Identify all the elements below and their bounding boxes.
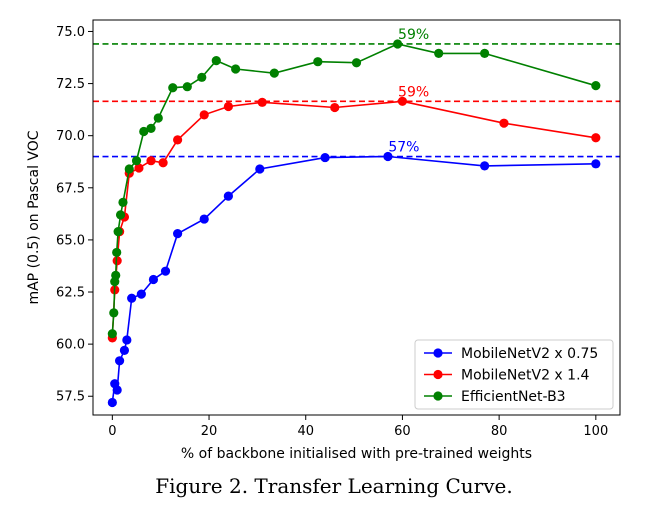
reference-lines: 57% 59% 59% [93, 27, 620, 158]
data-point [112, 385, 122, 395]
data-point [211, 56, 221, 66]
data-point [113, 226, 123, 237]
series-mobilenetv2-x-1-4 [107, 96, 601, 343]
x-tick-label: 20 [201, 424, 218, 439]
data-point [112, 256, 122, 266]
data-point [397, 96, 408, 106]
data-point [118, 197, 128, 207]
data-point [111, 270, 121, 280]
x-axis-label: % of backbone initialised with pre-train… [181, 446, 532, 462]
data-point [591, 133, 601, 143]
data-point [199, 214, 209, 224]
legend-marker [433, 369, 443, 380]
data-point [591, 159, 601, 169]
data-point [146, 123, 156, 133]
data-point [392, 39, 403, 49]
y-tick-label: 75.0 [56, 25, 85, 40]
legend: MobileNetV2 x 0.75 MobileNetV2 x 1.4 Effic… [414, 339, 614, 410]
figure-caption: Figure 2. Transfer Learning Curve. [155, 474, 513, 498]
data-point [173, 229, 183, 239]
series-layer [107, 39, 601, 408]
data-point [269, 68, 279, 78]
data-point [148, 274, 159, 285]
y-tick-label: 67.5 [56, 181, 85, 196]
x-tick-label: 40 [297, 424, 314, 439]
legend-box [414, 339, 614, 410]
legend-marker [433, 391, 443, 401]
data-point [480, 48, 490, 58]
data-point [136, 289, 146, 299]
data-point [591, 81, 601, 91]
legend-item: MobileNetV2 x 1.4 [424, 368, 590, 384]
data-point [112, 247, 122, 258]
data-point [223, 191, 233, 201]
data-point [313, 57, 323, 67]
data-point [131, 156, 142, 166]
data-point [173, 135, 183, 145]
data-point [119, 345, 130, 355]
data-point [134, 163, 144, 173]
reference-line-label: 57% [388, 140, 419, 156]
data-point [330, 102, 340, 113]
x-tick-label: 60 [394, 424, 411, 439]
data-point [199, 110, 209, 120]
data-point [255, 164, 265, 174]
reference-line-label: 59% [398, 27, 429, 43]
legend-label: EfficientNet-B3 [461, 389, 566, 405]
data-point [480, 161, 490, 171]
y-tick-label: 65.0 [56, 233, 85, 248]
x-tick-label: 100 [583, 424, 608, 439]
y-tick-label: 60.0 [56, 338, 85, 353]
data-point [351, 58, 362, 68]
data-point [160, 266, 171, 276]
data-point [197, 72, 207, 82]
series-mobilenetv2-x-0-75 [107, 151, 601, 408]
data-point [223, 101, 233, 112]
transfer-learning-chart: 0 20 40 60 80 100 57.5 60.0 62.5 65.0 67.5 70.0 72.5… [26, 19, 621, 462]
y-axis-label: mAP (0.5) on Pascal VOC [26, 130, 42, 304]
data-point [158, 158, 168, 168]
data-point [124, 164, 134, 174]
data-point [114, 356, 125, 366]
plot-frame [92, 19, 621, 416]
legend-label: MobileNetV2 x 0.75 [461, 346, 598, 362]
series-efficientnet-b3 [107, 39, 601, 339]
y-tick-label: 70.0 [56, 129, 85, 144]
legend-marker [433, 348, 443, 358]
data-point [109, 308, 119, 318]
data-point [139, 126, 149, 137]
data-point [257, 97, 267, 107]
legend-label: MobileNetV2 x 1.4 [461, 368, 590, 384]
data-point [499, 118, 509, 128]
data-point [168, 83, 178, 93]
y-tick-label: 62.5 [56, 286, 85, 301]
data-point [383, 151, 393, 162]
x-tick-label: 80 [491, 424, 508, 439]
data-point [182, 82, 192, 92]
legend-item: MobileNetV2 x 0.75 [424, 346, 598, 362]
y-tick-label: 72.5 [56, 77, 85, 92]
reference-line-label: 59% [398, 84, 429, 100]
y-tick-label: 57.5 [56, 390, 85, 405]
series-line [111, 155, 596, 403]
data-point [434, 48, 444, 58]
data-point [231, 64, 241, 74]
data-point [146, 156, 156, 166]
data-point [122, 335, 132, 345]
axis-ticks: 0 20 40 60 80 100 57.5 60.0 62.5 65.0 67.5 70.0 72.5… [56, 25, 608, 439]
data-point [107, 397, 117, 408]
series-line [111, 100, 596, 338]
x-tick-label: 0 [108, 424, 116, 439]
data-point [107, 329, 117, 339]
data-point [153, 113, 163, 123]
data-point [115, 210, 126, 220]
legend-item: EfficientNet-B3 [424, 389, 566, 405]
data-point [320, 152, 330, 163]
data-point [127, 293, 137, 303]
